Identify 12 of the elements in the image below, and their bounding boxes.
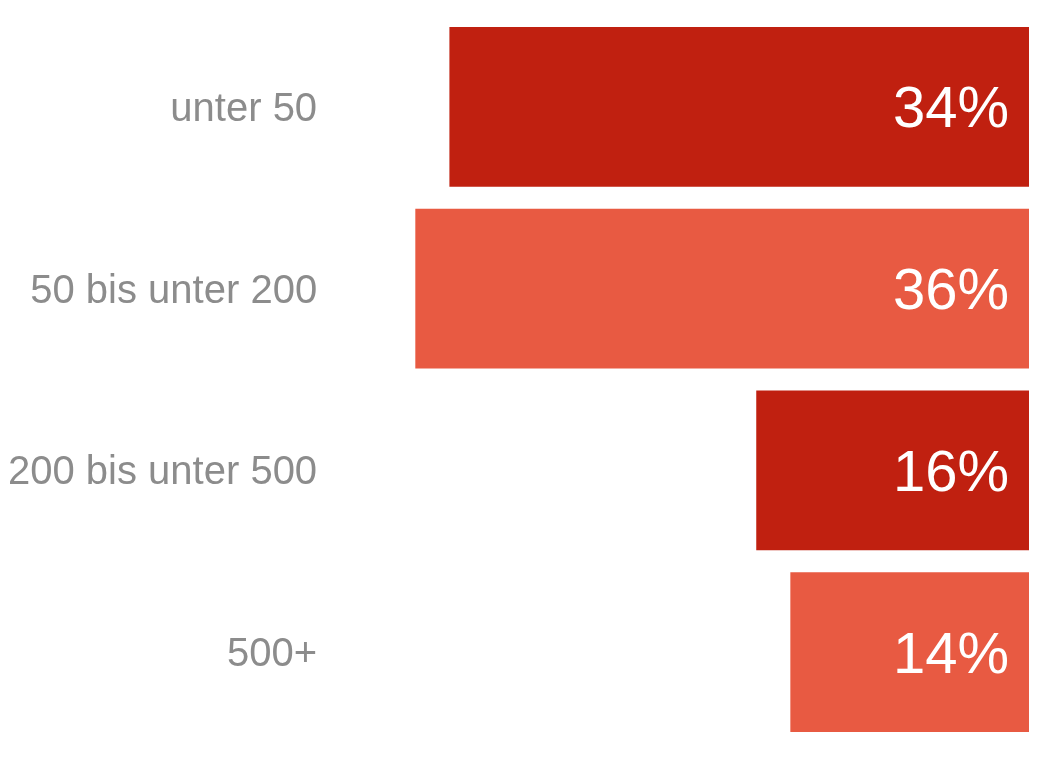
y-tick-label: 500+: [227, 630, 318, 675]
bar: [449, 26, 1029, 187]
data-label: 36%: [892, 256, 1009, 322]
bar: [415, 208, 1029, 369]
data-label: 14%: [892, 619, 1009, 685]
bar: [756, 390, 1029, 551]
data-label: 34%: [892, 74, 1009, 140]
y-tick-label: 50 bis unter 200: [30, 266, 318, 311]
data-label: 16%: [892, 437, 1009, 503]
bar: [790, 572, 1029, 733]
y-tick-label: unter 50: [170, 84, 318, 129]
y-tick-label: 200 bis unter 500: [8, 448, 318, 493]
